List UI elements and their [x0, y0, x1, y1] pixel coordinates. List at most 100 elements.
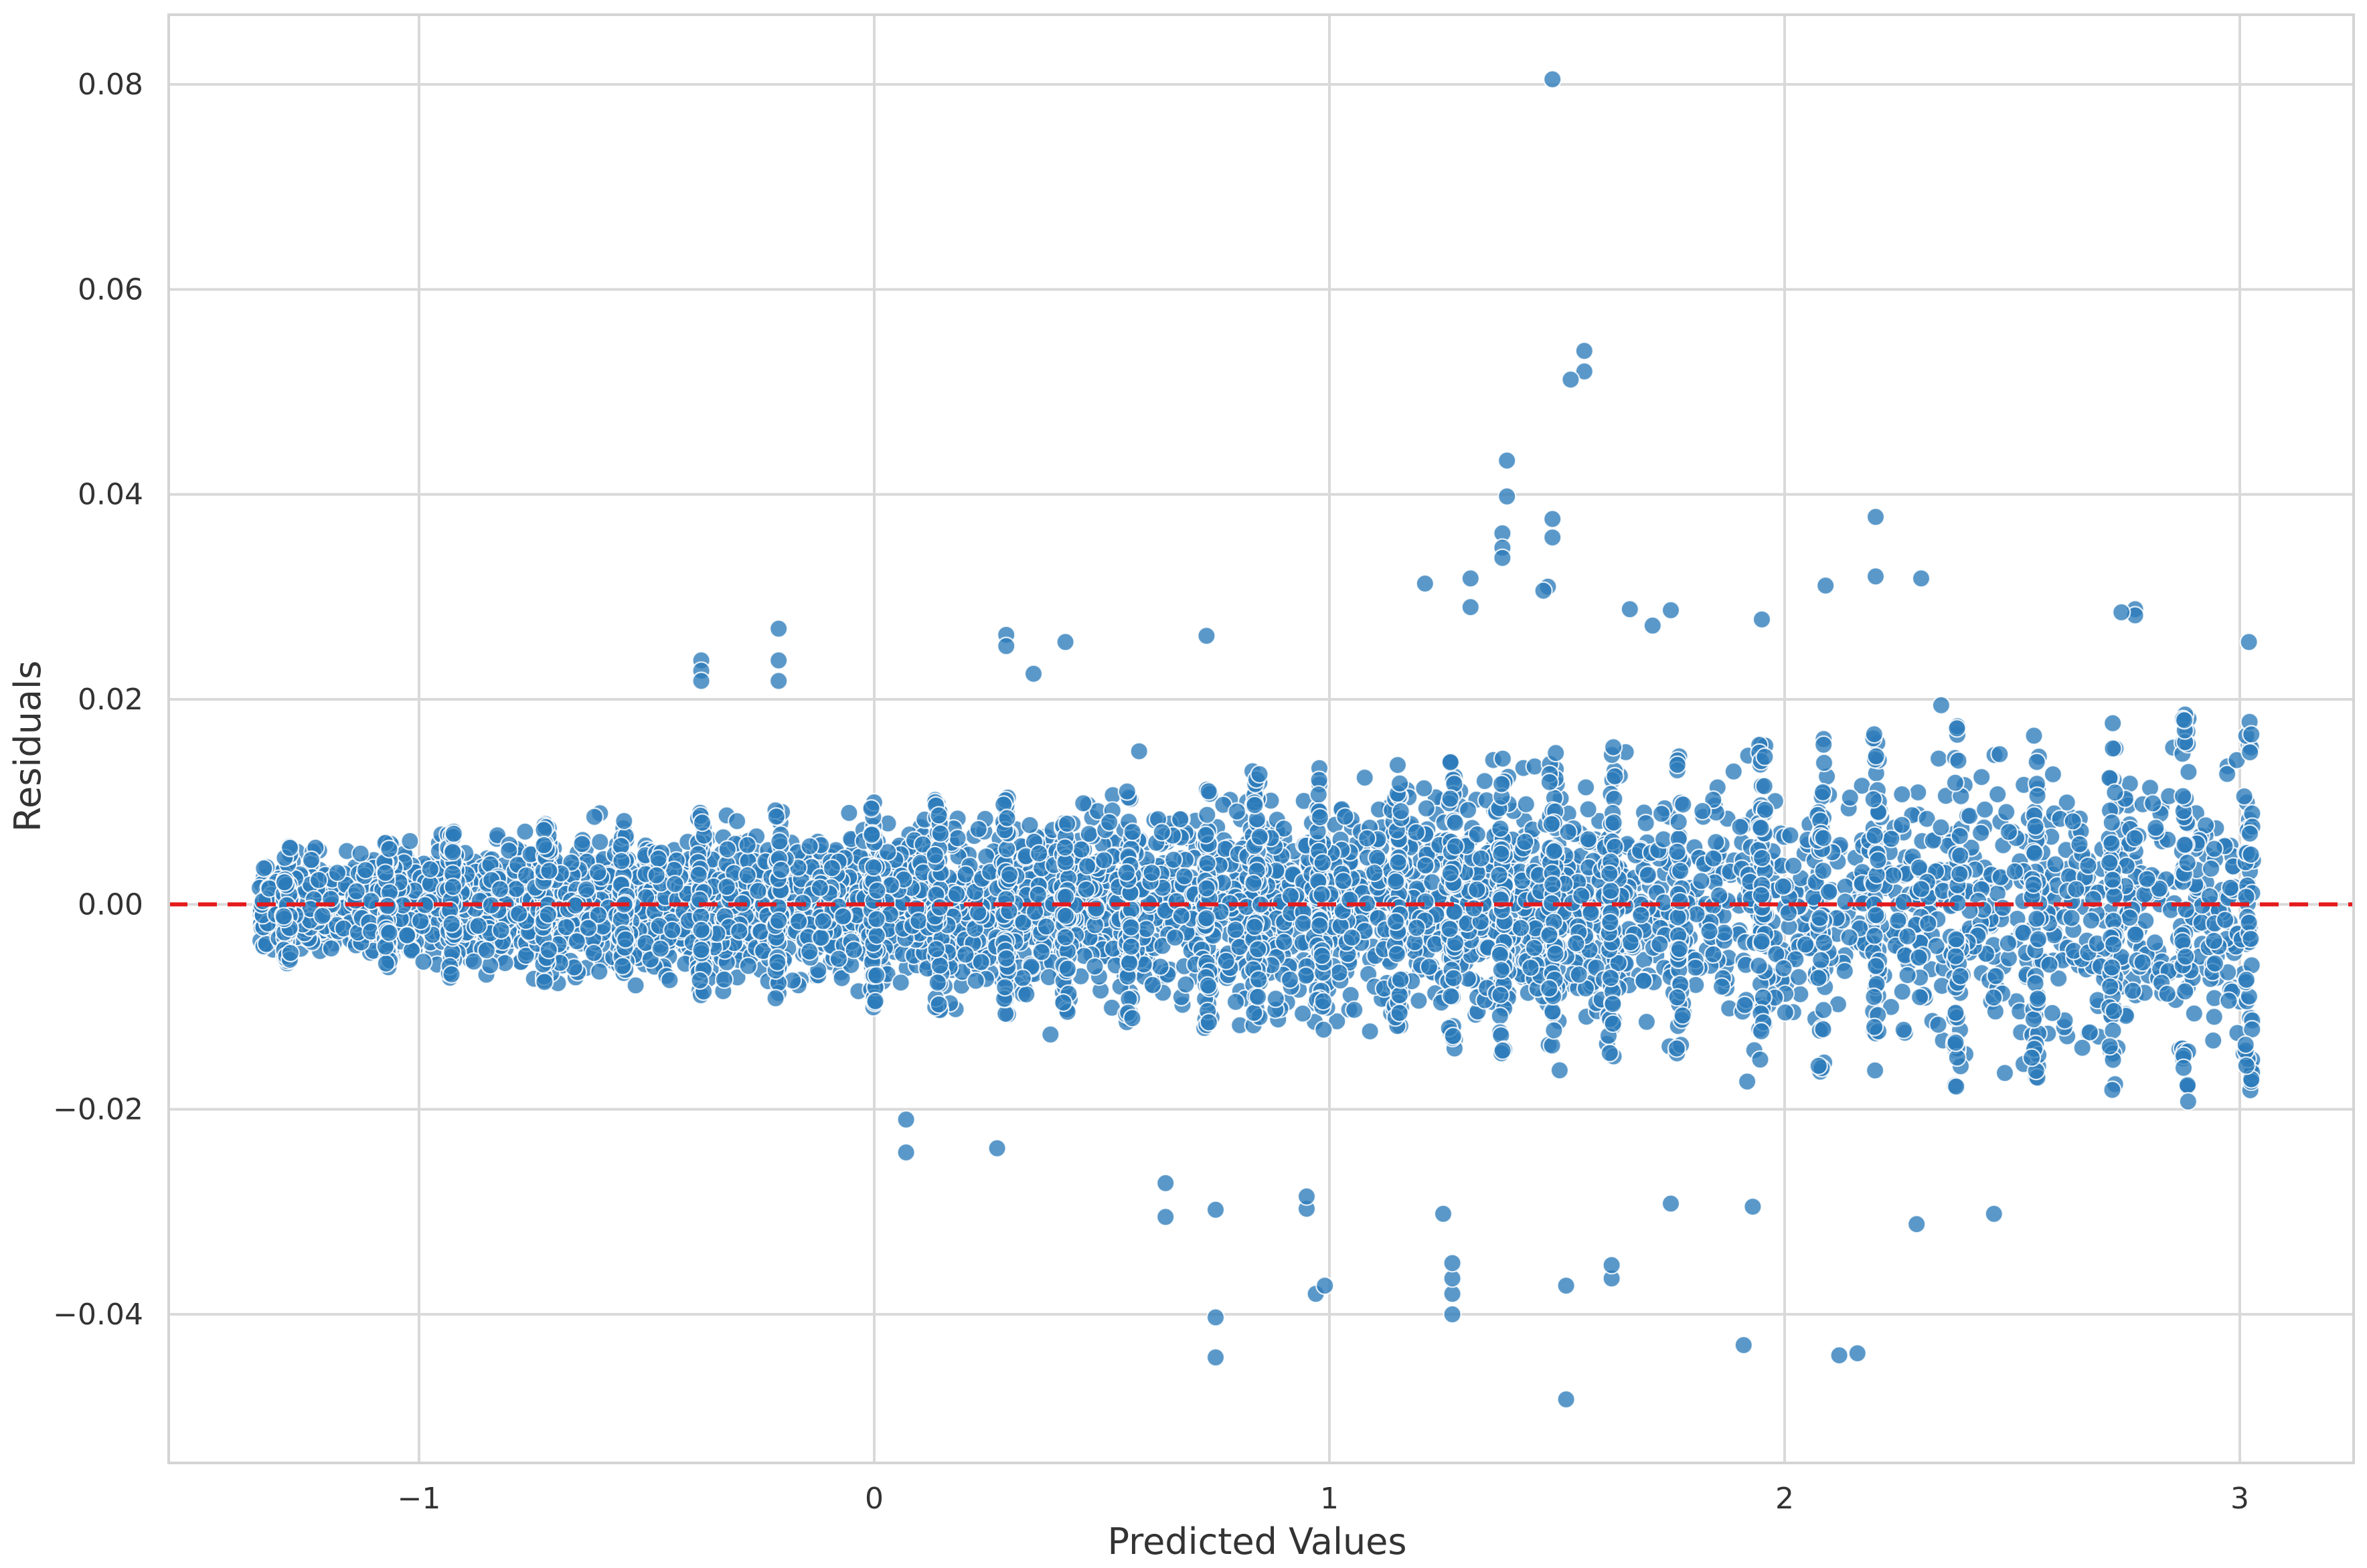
scatter-point: [2234, 786, 2254, 806]
scatter-point: [1700, 922, 1719, 941]
scatter-point: [2146, 818, 2166, 838]
scatter-point: [1020, 815, 1040, 835]
scatter-point: [1550, 1061, 1569, 1080]
scatter-point: [1975, 800, 1995, 819]
scatter-point: [718, 839, 737, 859]
scatter-point: [1524, 938, 1544, 958]
scatter-point: [1999, 822, 2019, 842]
scatter-point: [400, 831, 420, 851]
scatter-point: [491, 920, 511, 940]
scatter-point: [1995, 1063, 2015, 1083]
scatter-point: [649, 849, 668, 869]
scatter-point: [839, 803, 859, 822]
scatter-point: [2070, 835, 2089, 854]
scatter-point: [1467, 824, 1487, 844]
scatter-point: [1781, 826, 1800, 845]
scatter-point: [1784, 856, 1803, 875]
scatter-point: [1986, 966, 2006, 986]
scatter-point: [1360, 1021, 1380, 1041]
scatter-point: [1637, 1012, 1656, 1032]
scatter-point: [2066, 879, 2086, 899]
scatter-point: [1581, 903, 1601, 923]
scatter-point: [1998, 934, 2018, 953]
scatter-point: [2005, 862, 2024, 881]
scatter-point: [1789, 967, 1809, 987]
scatter-point: [2143, 794, 2163, 813]
scatter-point: [1621, 932, 1640, 952]
scatter-point: [414, 952, 433, 972]
scatter-point: [1908, 782, 1928, 802]
scatter-point: [1175, 867, 1194, 886]
scatter-point: [1358, 829, 1377, 848]
scatter-point: [1651, 804, 1671, 824]
scatter-point: [1724, 762, 1743, 781]
scatter-point: [1227, 802, 1247, 821]
scatter-point: [1993, 898, 2013, 918]
scatter-point: [1226, 920, 1245, 940]
scatter-point: [1176, 974, 1196, 994]
scatter-point: [1296, 966, 1316, 986]
scatter-point: [1333, 871, 1353, 891]
scatter-point: [1464, 899, 1483, 918]
scatter-point: [1735, 995, 1754, 1015]
scatter-point: [1892, 982, 1912, 1001]
scatter-point: [1345, 1000, 1364, 1020]
scatter-point: [1730, 817, 1750, 837]
scatter-point: [1266, 989, 1285, 1009]
scatter-point: [2145, 933, 2165, 952]
scatter-point: [2184, 1004, 2204, 1023]
scatter-point: [1151, 957, 1170, 976]
scatter-point: [2216, 910, 2235, 930]
scatter-point: [1898, 965, 1917, 985]
scatter-point: [2218, 764, 2237, 784]
scatter-point: [660, 970, 679, 990]
scatter-points: [250, 70, 2263, 1409]
scatter-point: [1775, 1003, 1795, 1023]
scatter-point: [1327, 1011, 1347, 1031]
scatter-point: [1971, 823, 1991, 843]
scatter-point: [1929, 749, 1949, 768]
scatter-point: [351, 844, 370, 863]
scatter-point: [1634, 971, 1653, 990]
scatter-point: [1819, 882, 1839, 901]
scatter-point: [2120, 908, 2139, 928]
scatter-point: [1036, 917, 1056, 936]
scatter-point: [1416, 798, 1436, 818]
scatter-point: [2123, 981, 2143, 1000]
scatter-point: [1475, 771, 1494, 791]
scatter-point: [584, 807, 604, 826]
scatter-point: [2081, 911, 2101, 930]
scatter-point: [2057, 792, 2076, 812]
scatter-point: [1355, 768, 1374, 788]
scatter-point: [1972, 767, 1991, 787]
scatter-point: [397, 926, 417, 945]
scatter-point: [1882, 829, 1901, 849]
scatter-point: [833, 907, 853, 926]
scatter-point: [971, 952, 991, 972]
scatter-point: [1692, 871, 1711, 891]
scatter-point: [1638, 865, 1657, 885]
scatter-point: [1712, 977, 1732, 996]
scatter-point: [1894, 892, 1913, 911]
scatter-point: [1650, 934, 1669, 954]
scatter-point: [969, 819, 988, 839]
scatter-point: [1085, 957, 1105, 976]
scatter-point: [891, 973, 910, 992]
scatter-point: [1984, 988, 2004, 1007]
scatter-point: [977, 847, 996, 867]
scatter-point: [1840, 788, 1860, 807]
scatter-point: [509, 903, 529, 924]
scatter-point: [2204, 931, 2224, 951]
scatter-point: [2125, 829, 2145, 848]
scatter-point: [1409, 991, 1429, 1011]
scatter-point: [2078, 856, 2098, 875]
scatter-point: [2046, 855, 2065, 874]
scatter-point: [1738, 1071, 1757, 1092]
scatter-point: [1152, 822, 1171, 842]
scatter-point: [1017, 984, 1036, 1004]
scatter-point: [2200, 887, 2220, 906]
scatter-point: [1835, 892, 1855, 911]
scatter-point: [1578, 829, 1598, 849]
scatter-point: [1929, 1015, 1948, 1035]
